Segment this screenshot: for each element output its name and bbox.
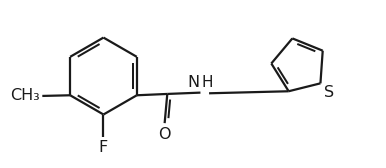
Text: F: F [99,140,108,155]
Text: N: N [188,75,200,90]
Text: S: S [324,85,335,100]
Text: O: O [158,127,171,142]
Text: H: H [201,75,213,90]
Text: CH₃: CH₃ [10,88,40,103]
